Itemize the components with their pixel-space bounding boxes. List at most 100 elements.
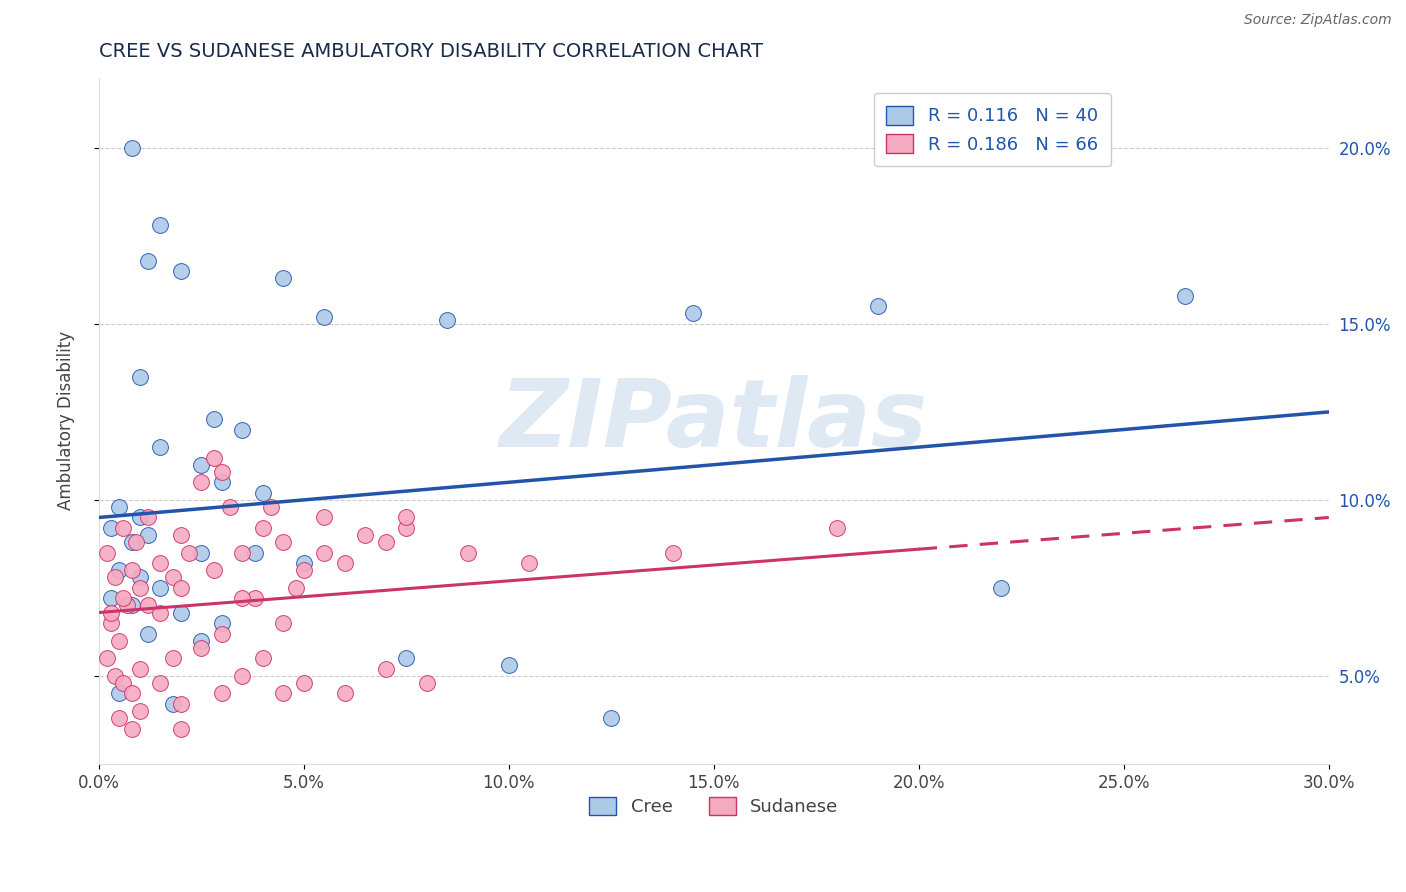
Point — [108, 711, 131, 725]
Point — [395, 651, 418, 665]
Point — [211, 475, 233, 490]
Point — [211, 626, 233, 640]
Point — [128, 581, 150, 595]
Point — [128, 369, 150, 384]
Point — [202, 412, 225, 426]
Point — [395, 521, 418, 535]
Point — [100, 615, 122, 630]
Point — [121, 563, 143, 577]
Point — [149, 219, 172, 233]
Point — [125, 535, 148, 549]
Point — [104, 669, 127, 683]
Point — [100, 521, 122, 535]
Point — [252, 486, 274, 500]
Point — [108, 633, 131, 648]
Point — [190, 475, 212, 490]
Point — [100, 606, 122, 620]
Point — [108, 686, 131, 700]
Point — [136, 528, 159, 542]
Point — [271, 271, 294, 285]
Point — [333, 686, 356, 700]
Point — [149, 606, 172, 620]
Point — [231, 423, 253, 437]
Point — [271, 535, 294, 549]
Point — [117, 599, 139, 613]
Point — [112, 676, 135, 690]
Point — [136, 599, 159, 613]
Text: CREE VS SUDANESE AMBULATORY DISABILITY CORRELATION CHART: CREE VS SUDANESE AMBULATORY DISABILITY C… — [98, 42, 763, 61]
Y-axis label: Ambulatory Disability: Ambulatory Disability — [58, 331, 75, 510]
Point — [149, 581, 172, 595]
Point — [96, 546, 118, 560]
Point — [314, 310, 336, 324]
Point — [121, 141, 143, 155]
Point — [457, 546, 479, 560]
Point — [170, 606, 193, 620]
Point — [314, 546, 336, 560]
Point — [292, 563, 315, 577]
Point — [662, 546, 685, 560]
Point — [121, 686, 143, 700]
Point — [271, 686, 294, 700]
Point — [682, 306, 704, 320]
Point — [128, 510, 150, 524]
Point — [202, 563, 225, 577]
Point — [149, 676, 172, 690]
Point — [162, 697, 184, 711]
Point — [128, 704, 150, 718]
Point — [374, 662, 396, 676]
Point — [136, 253, 159, 268]
Point — [866, 299, 889, 313]
Point — [170, 697, 193, 711]
Point — [219, 500, 242, 514]
Point — [170, 528, 193, 542]
Point — [252, 651, 274, 665]
Point — [436, 313, 458, 327]
Point — [136, 626, 159, 640]
Point — [498, 658, 520, 673]
Point — [374, 535, 396, 549]
Point — [112, 521, 135, 535]
Point — [1174, 289, 1197, 303]
Point — [104, 570, 127, 584]
Point — [190, 633, 212, 648]
Point — [190, 640, 212, 655]
Point — [252, 521, 274, 535]
Point — [108, 500, 131, 514]
Point — [162, 570, 184, 584]
Point — [231, 546, 253, 560]
Point — [177, 546, 200, 560]
Point — [354, 528, 377, 542]
Point — [128, 662, 150, 676]
Point — [600, 711, 623, 725]
Point — [190, 458, 212, 472]
Point — [231, 591, 253, 606]
Point — [162, 651, 184, 665]
Point — [284, 581, 307, 595]
Point — [292, 676, 315, 690]
Point — [149, 440, 172, 454]
Point — [231, 669, 253, 683]
Point — [271, 615, 294, 630]
Point — [260, 500, 283, 514]
Point — [149, 556, 172, 570]
Point — [416, 676, 439, 690]
Point — [136, 510, 159, 524]
Point — [170, 722, 193, 736]
Point — [170, 264, 193, 278]
Point — [121, 535, 143, 549]
Point — [314, 510, 336, 524]
Point — [112, 591, 135, 606]
Point — [211, 465, 233, 479]
Point — [108, 563, 131, 577]
Point — [243, 591, 266, 606]
Point — [121, 599, 143, 613]
Point — [211, 686, 233, 700]
Point — [96, 651, 118, 665]
Text: ZIPatlas: ZIPatlas — [499, 375, 928, 467]
Point — [121, 722, 143, 736]
Point — [190, 546, 212, 560]
Point — [211, 615, 233, 630]
Point — [170, 581, 193, 595]
Point — [825, 521, 848, 535]
